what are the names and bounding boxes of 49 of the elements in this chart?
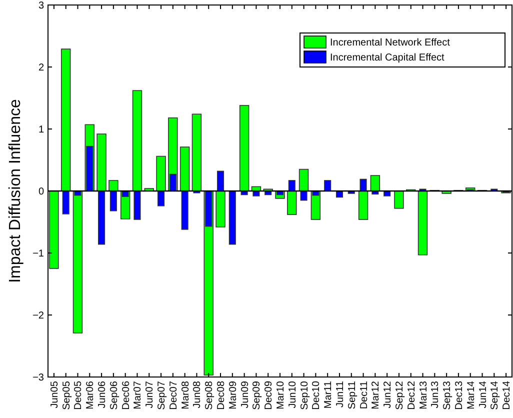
x-tick-label: Mar11 (323, 380, 334, 409)
x-tick-label: Mar07 (132, 380, 144, 410)
x-tick-label: Sep08 (204, 380, 216, 410)
x-tick-label: Mar14 (466, 380, 477, 410)
x-tick-label: Jun05 (49, 380, 60, 408)
x-tick-label: Sep14 (490, 380, 501, 410)
x-tick-label: Jun08 (192, 380, 204, 408)
x-tick-label: Mar09 (228, 380, 239, 410)
x-tick-label: Dec09 (264, 380, 275, 410)
x-tick-label: Dec13 (454, 380, 465, 410)
x-tick-label: Dec14 (502, 380, 513, 410)
y-tick-label: 0 (38, 186, 44, 198)
x-tick-label: Mar08 (180, 380, 192, 410)
legend-label: Incremental Capital Effect (330, 52, 445, 64)
y-axis-title: Impact Diffusion Influence (7, 99, 24, 283)
legend-label: Incremental Network Effect (330, 38, 450, 48)
x-tick-label: Mar12 (370, 380, 382, 410)
x-tick-label: Dec11 (358, 380, 370, 410)
x-tick-label: Jun12 (382, 380, 394, 408)
x-tick-label: Mar13 (418, 380, 430, 410)
x-tick-label: Sep05 (61, 380, 72, 410)
x-tick-label: Jun10 (287, 380, 298, 408)
x-tick-label: Mar10 (276, 380, 286, 410)
x-tick-label: Sep09 (252, 380, 263, 410)
x-tick-label: Sep10 (299, 380, 310, 410)
y-tick-label: −2 (32, 310, 44, 322)
y-tick-label: −3 (32, 372, 44, 384)
x-tick-label: Dec07 (168, 380, 180, 410)
x-tick-label: Jun09 (240, 380, 251, 408)
x-tick-label: Dec06 (120, 380, 132, 410)
x-tick-label: Jun11 (334, 380, 346, 408)
x-tick-label: Jun07 (144, 380, 156, 408)
x-tick-label: Dec08 (216, 380, 228, 410)
x-tick-label: Sep06 (108, 380, 120, 410)
x-tick-label: Mar06 (85, 380, 96, 410)
y-tick-label: 3 (38, 0, 44, 12)
x-tick-label: Jun14 (478, 380, 489, 408)
y-tick-label: 2 (38, 62, 44, 74)
x-tick-label: Sep11 (346, 380, 358, 410)
x-tick-label: Jun13 (430, 380, 442, 408)
y-tick-label: 1 (38, 124, 44, 136)
x-tick-label: Sep12 (394, 380, 406, 410)
x-tick-label: Dec12 (406, 380, 418, 410)
x-tick-label: Sep13 (442, 380, 454, 410)
x-tick-label: Jun06 (97, 380, 108, 408)
x-tick-label: Sep07 (156, 380, 168, 410)
x-tick-label: Dec05 (73, 380, 84, 410)
y-tick-label: −1 (32, 248, 44, 260)
x-tick-label: Dec10 (311, 380, 322, 410)
